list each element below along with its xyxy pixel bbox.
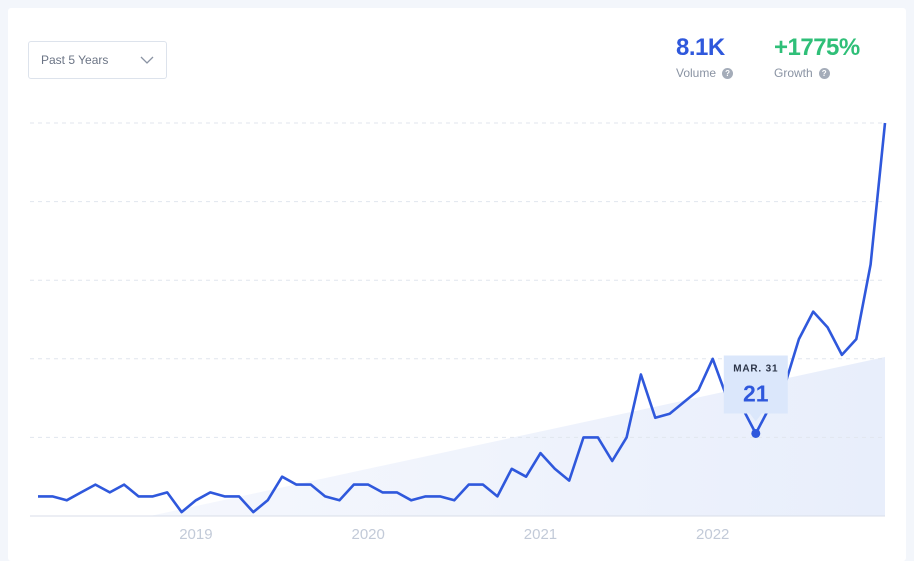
x-tick-label: 2020 — [351, 526, 384, 543]
tooltip-value: 21 — [743, 380, 769, 406]
range-label: Past 5 Years — [41, 53, 109, 67]
tooltip-date: MAR. 31 — [733, 363, 778, 374]
x-tick-label: 2021 — [524, 526, 557, 543]
help-icon[interactable]: ? — [722, 67, 734, 79]
growth-stat: +1775% Growth? — [774, 34, 860, 80]
tooltip-point — [751, 428, 761, 438]
x-tick-label: 2019 — [179, 526, 212, 543]
stat-label: Volume — [676, 66, 717, 80]
stat-value: 8.1K — [676, 34, 725, 61]
range-dropdown[interactable]: Past 5 Years — [28, 41, 167, 79]
trend-area — [150, 357, 885, 516]
volume-stat: 8.1K Volume? — [676, 34, 734, 80]
stat-value: +1775% — [774, 34, 860, 61]
x-tick-label: 2022 — [696, 526, 729, 543]
tooltip-box — [723, 355, 788, 422]
stat-label: Growth — [774, 66, 813, 80]
chevron — [140, 56, 154, 64]
help-icon[interactable]: ? — [818, 67, 830, 79]
